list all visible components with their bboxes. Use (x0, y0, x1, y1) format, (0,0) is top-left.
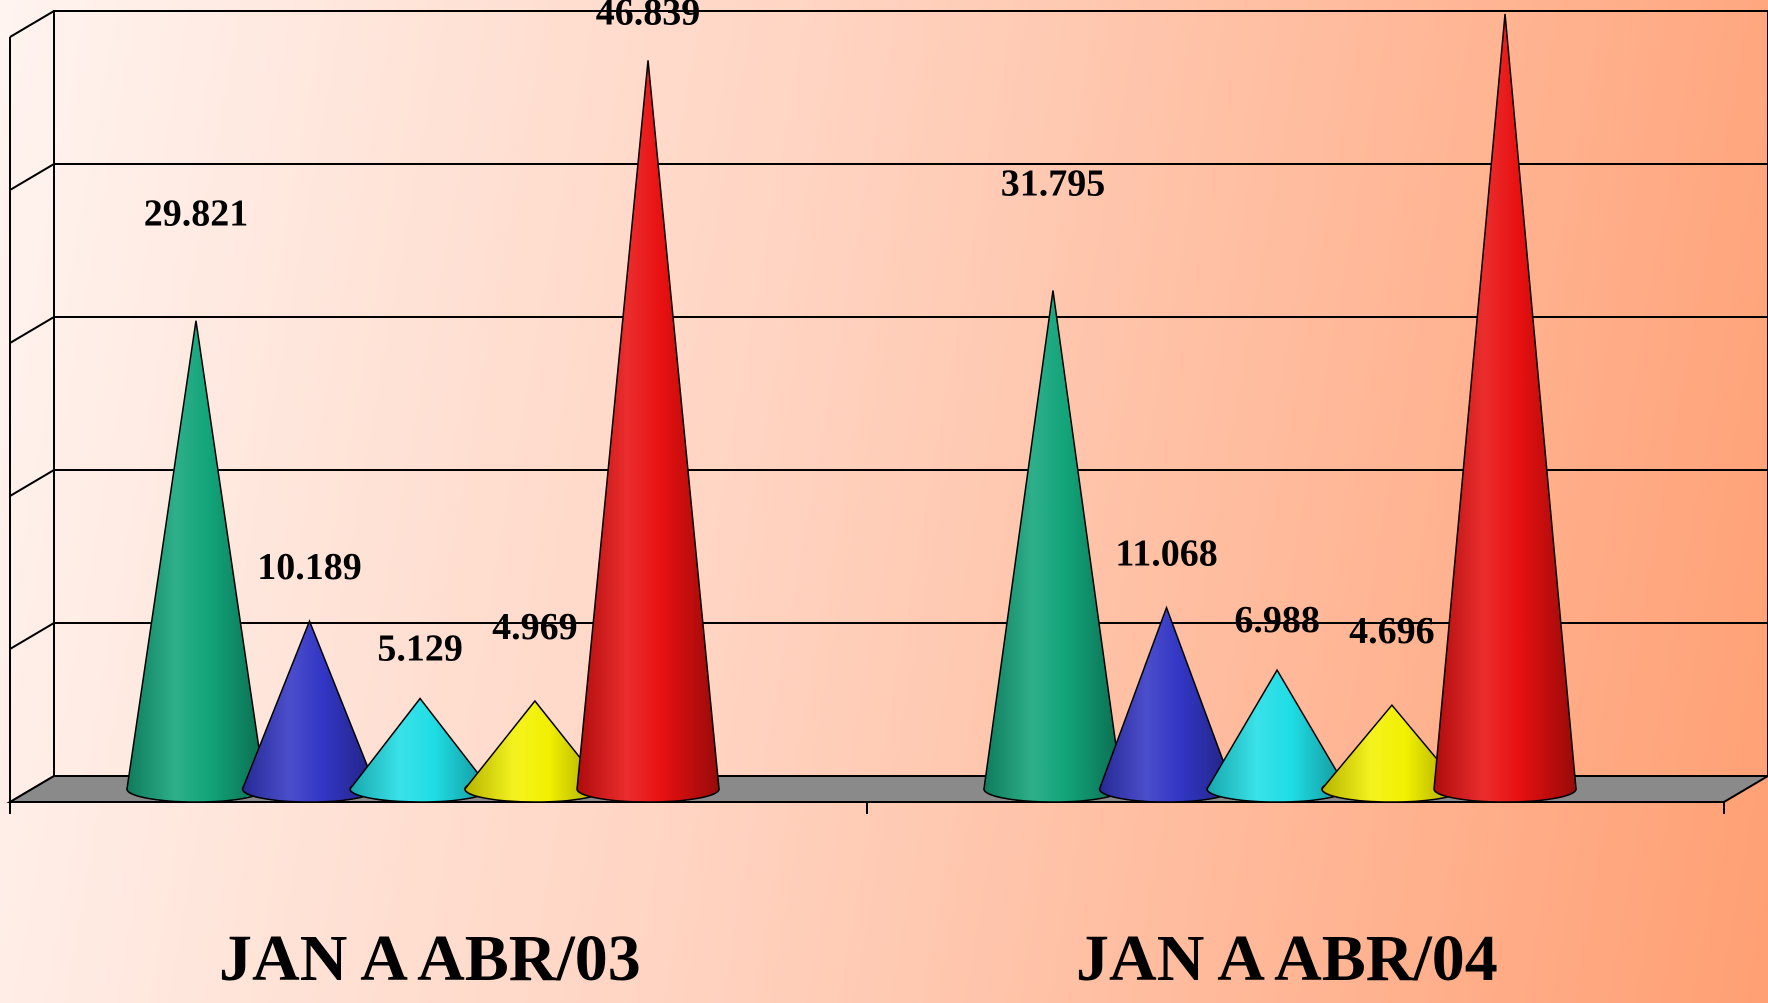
cone-bar (126, 320, 266, 803)
data-label: 5.129 (377, 628, 463, 670)
cone-bar (1206, 668, 1348, 803)
y-axis-tick (9, 163, 55, 191)
y-axis-tick (9, 469, 55, 497)
data-label: 10.189 (257, 546, 362, 588)
cone-bar (1098, 605, 1235, 803)
data-label: 4.969 (492, 606, 578, 648)
category-label: JAN A ABR/04 (1076, 922, 1498, 995)
cone-bar (983, 290, 1123, 803)
cone-bar (1433, 13, 1577, 803)
cone-bar (576, 60, 720, 803)
left-wall-top-edge (9, 10, 55, 38)
category-label: JAN A ABR/03 (219, 922, 641, 995)
data-label: 31.795 (1001, 163, 1106, 205)
data-label: 11.068 (1115, 533, 1217, 575)
data-label: 46.839 (596, 0, 701, 33)
data-label: 4.696 (1349, 610, 1435, 652)
y-axis-tick (9, 622, 55, 650)
data-label: 6.988 (1234, 599, 1320, 641)
cone-bar (241, 619, 378, 803)
y-axis-tick (9, 316, 55, 344)
data-label: 29.821 (144, 193, 249, 235)
